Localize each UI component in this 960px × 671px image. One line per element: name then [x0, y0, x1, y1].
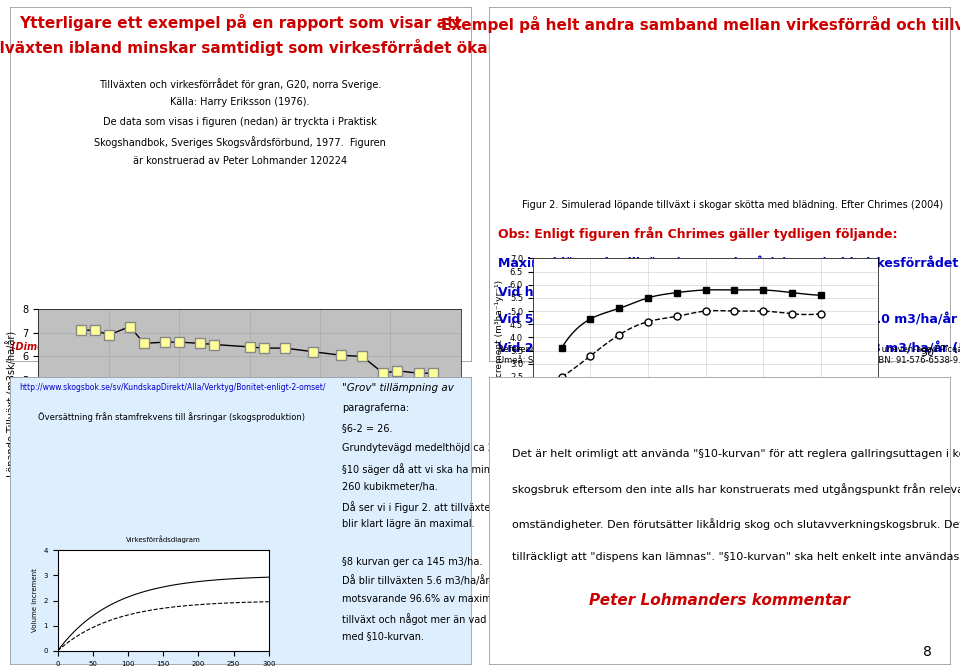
Text: Det är helt orimligt att använda "§10-kurvan" för att reglera gallringsuttagen i: Det är helt orimligt att använda "§10-ku…: [513, 449, 960, 459]
Text: Maximal löpande tillväxt (5.8 m3/ha/år) (svart) vid virkesförrådet 200 m3/ha.: Maximal löpande tillväxt (5.8 m3/ha/år) …: [498, 256, 960, 270]
Text: blir klart lägre än maximal.: blir klart lägre än maximal.: [342, 519, 474, 529]
Text: omständigheter. Den förutsätter likåldrig skog och slutavverkningskogsbruk. Det : omständigheter. Den förutsätter likåldri…: [513, 518, 960, 530]
Text: Då blir tillväxten 5.6 m3/ha/år,: Då blir tillväxten 5.6 m3/ha/år,: [342, 575, 492, 586]
Text: Figur 2. Simulerad löpande tillväxt i skogar skötta med blädning. Efter Chrimes : Figur 2. Simulerad löpande tillväxt i sk…: [521, 200, 943, 210]
Text: 8: 8: [923, 645, 932, 658]
Text: tillväxten ibland minskar samtidigt som virkesförrådet ökar.: tillväxten ibland minskar samtidigt som …: [0, 39, 498, 56]
Text: Reference: Chrimes, D. 2004. Stand development and regeneration dynamics of mana: Reference: Chrimes, D. 2004. Stand devel…: [498, 346, 960, 354]
X-axis label: Standing Volume (m³ha⁻¹): Standing Volume (m³ha⁻¹): [646, 467, 765, 476]
Text: tillräckligt att "dispens kan lämnas". "§10-kurvan" ska helt enkelt inte använda: tillräckligt att "dispens kan lämnas". "…: [513, 552, 960, 562]
Text: Obs: Enligt figuren från Chrimes gäller tydligen följande:: Obs: Enligt figuren från Chrimes gäller …: [498, 227, 898, 241]
Text: Källa: Harry Eriksson (1976).: Källa: Harry Eriksson (1976).: [171, 97, 310, 107]
Text: paragraferna:: paragraferna:: [342, 403, 409, 413]
Text: Exempel på helt andra samband mellan virkesförråd och tillväxt:: Exempel på helt andra samband mellan vir…: [442, 15, 960, 33]
Text: §8 kurvan ger ca 145 m3/ha.: §8 kurvan ger ca 145 m3/ha.: [342, 557, 482, 567]
Text: Ytterligare ett exempel på en rapport som visar att: Ytterligare ett exempel på en rapport so…: [19, 14, 462, 31]
Text: är konstruerad av Peter Lohmander 120224: är konstruerad av Peter Lohmander 120224: [133, 156, 348, 166]
Text: Då ser vi i Figur 2. att tillväxten: Då ser vi i Figur 2. att tillväxten: [342, 501, 496, 513]
Text: 260 kubikmeter/ha.: 260 kubikmeter/ha.: [342, 482, 438, 492]
Text: Tillväxten och virkesförrådet för gran, G20, norra Sverige.: Tillväxten och virkesförrådet för gran, …: [99, 78, 381, 89]
Text: http://www.skogsbok.se/sv/KundskapDirekt/Alla/Verktyg/Bonitet-enligt-2-omset/: http://www.skogsbok.se/sv/KundskapDirekt…: [19, 383, 325, 392]
Text: §10 säger då att vi ska ha minst: §10 säger då att vi ska ha minst: [342, 464, 498, 475]
Text: Peter Lohmanders kommentar: Peter Lohmanders kommentar: [589, 592, 851, 607]
Text: 29: 29: [408, 342, 422, 352]
Text: med §10-kurvan.: med §10-kurvan.: [342, 631, 423, 641]
Y-axis label: Löpande Tillväxt (m3sk/ha/år): Löpande Tillväxt (m3sk/ha/år): [5, 331, 17, 477]
Text: motsvarande 96.6% av maximal: motsvarande 96.6% av maximal: [342, 594, 500, 604]
Text: Umeå: SLU, Sveriges lantbruksuniversitet. Institutionen för skogens ekologi och : Umeå: SLU, Sveriges lantbruksuniversitet…: [498, 355, 960, 365]
Text: Vid högre virkesförråd blir tillväxten lägre.: Vid högre virkesförråd blir tillväxten l…: [498, 285, 800, 299]
Y-axis label: Volume Increment: Volume Increment: [32, 568, 37, 633]
Text: Grundytevägd medelthöjd ca 26m.: Grundytevägd medelthöjd ca 26m.: [342, 444, 513, 454]
Text: 30: 30: [921, 348, 934, 358]
Text: (Dimensions- och åldersfördelning påverkar ju tillväxten!): (Dimensions- och åldersfördelning påverk…: [11, 340, 331, 352]
Y-axis label: Volume Increment (m³ha⁻¹yr⁻¹): Volume Increment (m³ha⁻¹yr⁻¹): [495, 280, 504, 421]
Text: tillväxt och något mer än vad vi får: tillväxt och något mer än vad vi får: [342, 613, 515, 625]
X-axis label: Virkesförråd (m3sk/ha): Virkesförråd (m3sk/ha): [185, 525, 314, 537]
Text: "Grov" tillämpning av: "Grov" tillämpning av: [342, 383, 453, 393]
Text: §6-2 = 26.: §6-2 = 26.: [342, 423, 392, 433]
Text: Skogshandbok, Sveriges Skogsvårdsförbund, 1977.  Figuren: Skogshandbok, Sveriges Skogsvårdsförbund…: [94, 136, 386, 148]
Text: Vid 50% av 200 m3/ha (100 m3/ha) blir tillväxten ca 5.0 m3/ha/år (86.2 % av max): Vid 50% av 200 m3/ha (100 m3/ha) blir ti…: [498, 314, 960, 327]
Text: Översättning från stamfrekvens till årsringar (skogsproduktion): Översättning från stamfrekvens till årsr…: [37, 412, 304, 421]
Title: Virkesförrådsdiagram: Virkesförrådsdiagram: [126, 535, 201, 543]
Text: Vid 25% av 200 m3/ha (50 m3/ha) blir tillväxten ca 3.3 m3/ha/år (56.9 % av max).: Vid 25% av 200 m3/ha (50 m3/ha) blir til…: [498, 343, 960, 356]
Text: De data som visas i figuren (nedan) är tryckta i Praktisk: De data som visas i figuren (nedan) är t…: [104, 117, 377, 127]
Text: skogsbruk eftersom den inte alls har konstruerats med utgångspunkt från relevant: skogsbruk eftersom den inte alls har kon…: [513, 484, 960, 495]
